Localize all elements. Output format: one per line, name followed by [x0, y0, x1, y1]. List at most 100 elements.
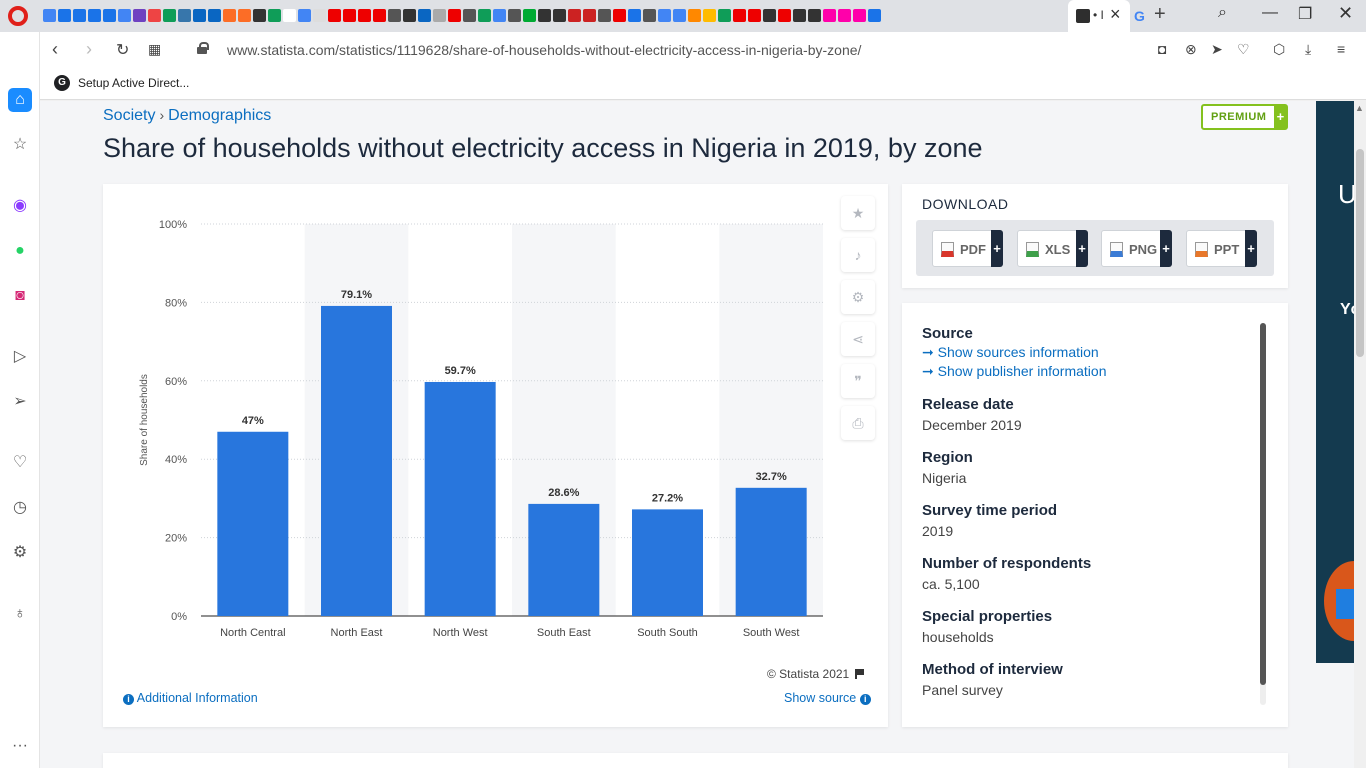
google-tab-icon[interactable]: G [1134, 8, 1145, 24]
minimize-button[interactable]: — [1262, 4, 1278, 21]
block-icon[interactable]: ⊗ [1185, 41, 1197, 57]
forward-icon[interactable]: › [86, 39, 92, 59]
pinned-tab-favicon-icon[interactable] [343, 9, 356, 22]
messenger-icon[interactable]: ◉ [13, 197, 27, 214]
pinned-tab-favicon-icon[interactable] [268, 9, 281, 22]
pinned-tab-favicon-icon[interactable] [658, 9, 671, 22]
pinned-tab-favicon-icon[interactable] [508, 9, 521, 22]
pinned-tab-favicon-icon[interactable] [703, 9, 716, 22]
pinned-tabs[interactable] [42, 6, 1062, 26]
instagram-icon[interactable]: ◙ [15, 287, 25, 304]
player-icon[interactable]: ▷ [13, 348, 27, 365]
download-icon[interactable]: ⤓ [1305, 41, 1312, 57]
premium-button[interactable]: PREMIUM + [1201, 104, 1289, 130]
pinned-tab-favicon-icon[interactable] [568, 9, 581, 22]
flow-icon[interactable]: ➢ [13, 393, 27, 410]
pinned-tab-favicon-icon[interactable] [193, 9, 206, 22]
close-tab-icon[interactable]: × [1110, 4, 1121, 24]
tips-icon[interactable]: ♁ [14, 605, 26, 622]
pinned-tab-favicon-icon[interactable] [673, 9, 686, 22]
pinned-tab-favicon-icon[interactable] [853, 9, 866, 22]
whatsapp-icon[interactable]: ● [15, 242, 25, 259]
lock-icon[interactable] [197, 42, 209, 54]
new-tab-button[interactable]: + [1154, 3, 1166, 25]
show-source-link[interactable]: Show source i [784, 691, 871, 705]
pinned-tab-favicon-icon[interactable] [298, 9, 311, 22]
home-icon[interactable]: ⌂ [8, 88, 32, 112]
more-icon[interactable]: ··· [12, 737, 28, 754]
pinned-tab-favicon-icon[interactable] [43, 9, 56, 22]
pinned-tab-favicon-icon[interactable] [763, 9, 776, 22]
pinned-tab-favicon-icon[interactable] [133, 9, 146, 22]
pinned-tab-favicon-icon[interactable] [238, 9, 251, 22]
pinned-tab-favicon-icon[interactable] [748, 9, 761, 22]
pinned-tab-favicon-icon[interactable] [478, 9, 491, 22]
search-tabs-icon[interactable]: ⌕ [1218, 4, 1227, 21]
pinned-tab-favicon-icon[interactable] [328, 9, 341, 22]
bell-icon[interactable]: ♪ [841, 238, 875, 272]
opera-logo-icon[interactable] [8, 6, 28, 26]
pinned-tab-favicon-icon[interactable] [373, 9, 386, 22]
tabs-grid-icon[interactable]: ▦ [148, 41, 162, 57]
pinned-tab-favicon-icon[interactable] [403, 9, 416, 22]
page-scrollbar[interactable]: ▲ [1354, 101, 1366, 768]
pinned-tab-favicon-icon[interactable] [793, 9, 806, 22]
pinned-tab-favicon-icon[interactable] [88, 9, 101, 22]
quote-icon[interactable]: ❞ [841, 364, 875, 398]
pinned-tab-favicon-icon[interactable] [208, 9, 221, 22]
details-scroll-thumb[interactable] [1260, 323, 1266, 685]
pinned-tab-favicon-icon[interactable] [463, 9, 476, 22]
pinned-tab-favicon-icon[interactable] [58, 9, 71, 22]
pinned-tab-favicon-icon[interactable] [118, 9, 131, 22]
show-sources-link[interactable]: ➞ Show sources information [922, 344, 1099, 360]
reload-icon[interactable]: ↻ [116, 42, 130, 59]
pinned-tab-favicon-icon[interactable] [553, 9, 566, 22]
pinned-tab-favicon-icon[interactable] [613, 9, 626, 22]
download-xls-button[interactable]: XLS + [1017, 230, 1088, 267]
pinned-tab-favicon-icon[interactable] [838, 9, 851, 22]
pinned-tab-favicon-icon[interactable] [823, 9, 836, 22]
pinned-tab-favicon-icon[interactable] [538, 9, 551, 22]
download-png-button[interactable]: PNG + [1101, 230, 1172, 267]
speed-dial-icon[interactable]: ☆ [12, 136, 28, 153]
page-scroll-thumb[interactable] [1356, 149, 1364, 357]
settings-icon[interactable]: ⚙ [12, 544, 28, 561]
cube-icon[interactable]: ⬡ [1273, 41, 1286, 57]
scroll-up-icon[interactable]: ▲ [1355, 103, 1364, 113]
pinned-tab-favicon-icon[interactable] [163, 9, 176, 22]
favorites-icon[interactable]: ♡ [12, 454, 28, 471]
history-icon[interactable]: ◷ [13, 499, 27, 516]
pinned-tab-favicon-icon[interactable] [73, 9, 86, 22]
pinned-tab-favicon-icon[interactable] [148, 9, 161, 22]
pinned-tab-favicon-icon[interactable] [628, 9, 641, 22]
share-icon[interactable]: ⋖ [841, 322, 875, 356]
download-pdf-button[interactable]: PDF + [932, 230, 1003, 267]
pinned-tab-favicon-icon[interactable] [598, 9, 611, 22]
pinned-tab-favicon-icon[interactable] [808, 9, 821, 22]
pinned-tab-favicon-icon[interactable] [643, 9, 656, 22]
pinned-tab-favicon-icon[interactable] [493, 9, 506, 22]
pinned-tab-favicon-icon[interactable] [418, 9, 431, 22]
pinned-tab-favicon-icon[interactable] [583, 9, 596, 22]
pinned-tab-favicon-icon[interactable] [103, 9, 116, 22]
pinned-tab-favicon-icon[interactable] [283, 9, 296, 22]
pinned-tab-favicon-icon[interactable] [388, 9, 401, 22]
additional-information-link[interactable]: i Additional Information [123, 691, 258, 705]
camera-icon[interactable]: ◘ [1158, 41, 1167, 57]
maximize-button[interactable]: ❐ [1298, 6, 1313, 23]
pinned-tab-favicon-icon[interactable] [688, 9, 701, 22]
pinned-tab-favicon-icon[interactable] [523, 9, 536, 22]
url-field[interactable]: www.statista.com/statistics/1119628/shar… [227, 42, 862, 58]
details-list[interactable]: Source ➞ Show sources information ➞ Show… [922, 325, 1252, 707]
details-scrollbar[interactable] [1260, 323, 1266, 705]
pinned-tab-favicon-icon[interactable] [778, 9, 791, 22]
menu-icon[interactable]: ≡ [1337, 41, 1346, 57]
pinned-tab-favicon-icon[interactable] [433, 9, 446, 22]
bookmark-setup-active-directory[interactable]: Setup Active Direct... [78, 76, 190, 90]
breadcrumb-society[interactable]: Society [103, 107, 156, 124]
pinned-tab-favicon-icon[interactable] [733, 9, 746, 22]
print-icon[interactable]: ⎙ [841, 406, 875, 440]
pinned-tab-favicon-icon[interactable] [448, 9, 461, 22]
send-icon[interactable]: ➤ [1211, 41, 1223, 57]
pinned-tab-favicon-icon[interactable] [313, 9, 326, 22]
